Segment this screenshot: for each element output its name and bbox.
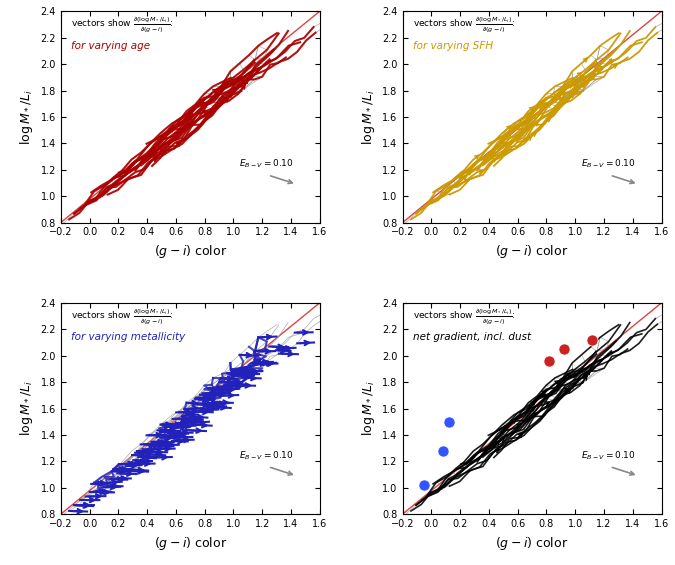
Text: for varying metallicity: for varying metallicity [71, 332, 186, 342]
Y-axis label: $\log M_*/L_i$: $\log M_*/L_i$ [360, 89, 377, 145]
Text: vectors show $\frac{\partial(\log M_*/L_i)}{\partial(g-i)}$:: vectors show $\frac{\partial(\log M_*/L_… [71, 15, 173, 34]
Text: $E_{B-V}=0.10$: $E_{B-V}=0.10$ [581, 450, 636, 462]
Text: vectors show $\frac{\partial(\log M_*/L_i)}{\partial(g-i)}$:: vectors show $\frac{\partial(\log M_*/L_… [413, 15, 516, 34]
Text: $E_{B-V}=0.10$: $E_{B-V}=0.10$ [239, 450, 294, 462]
X-axis label: $(g-i)$ color: $(g-i)$ color [154, 534, 227, 551]
X-axis label: $(g-i)$ color: $(g-i)$ color [495, 534, 568, 551]
X-axis label: $(g-i)$ color: $(g-i)$ color [154, 243, 227, 260]
Text: for varying SFH: for varying SFH [413, 41, 493, 51]
Text: $E_{B-V}=0.10$: $E_{B-V}=0.10$ [581, 158, 636, 171]
Y-axis label: $\log M_*/L_i$: $\log M_*/L_i$ [360, 381, 377, 436]
Text: vectors show $\frac{\partial(\log M_*/L_i)}{\partial(g-i)}$:: vectors show $\frac{\partial(\log M_*/L_… [413, 307, 516, 325]
Y-axis label: $\log M_*/L_i$: $\log M_*/L_i$ [18, 381, 35, 436]
X-axis label: $(g-i)$ color: $(g-i)$ color [495, 243, 568, 260]
Y-axis label: $\log M_*/L_i$: $\log M_*/L_i$ [18, 89, 35, 145]
Text: vectors show $\frac{\partial(\log M_*/L_i)}{\partial(g-i)}$:: vectors show $\frac{\partial(\log M_*/L_… [71, 307, 173, 325]
Text: $E_{B-V}=0.10$: $E_{B-V}=0.10$ [239, 158, 294, 171]
Text: net gradient, incl. dust: net gradient, incl. dust [413, 332, 531, 342]
Text: for varying age: for varying age [71, 41, 151, 51]
